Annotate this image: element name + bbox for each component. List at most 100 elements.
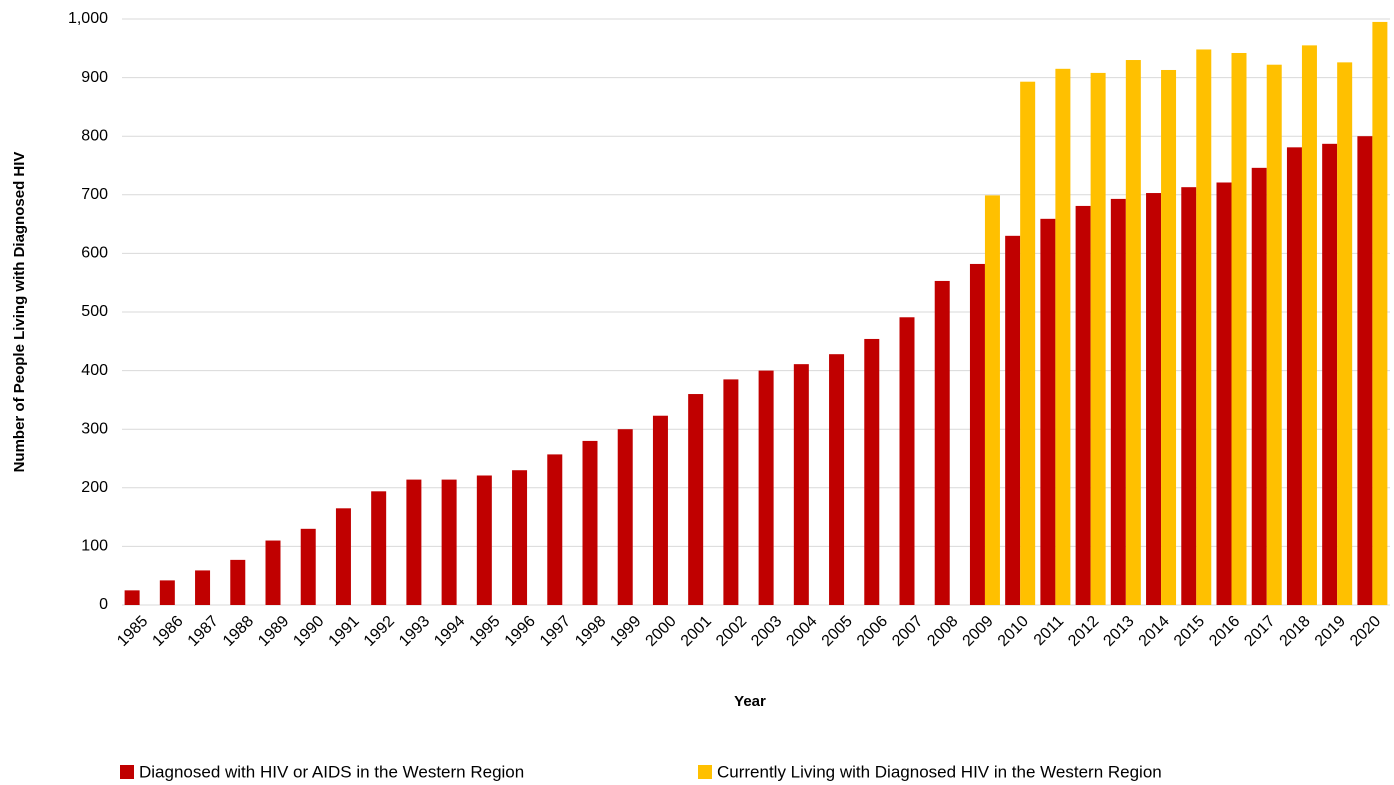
x-tick-label: 1991 — [326, 613, 363, 650]
x-tick-label: 2004 — [783, 613, 820, 650]
bar — [300, 528, 316, 605]
bar — [1251, 167, 1267, 605]
x-tick-label: 2009 — [960, 613, 997, 650]
x-tick-label: 1997 — [537, 613, 574, 650]
x-tick-label: 1995 — [466, 613, 503, 650]
y-tick-label: 400 — [81, 362, 108, 379]
bar — [723, 379, 739, 605]
x-tick-label: 2002 — [713, 613, 750, 650]
bar — [899, 317, 915, 605]
bar — [1125, 60, 1141, 605]
y-tick-label: 300 — [81, 420, 108, 437]
bar — [793, 364, 809, 605]
bar — [1181, 187, 1197, 605]
bar — [195, 570, 211, 605]
bar — [864, 338, 880, 605]
bar — [829, 354, 845, 605]
legend-swatch — [698, 765, 712, 779]
y-tick-label: 1,000 — [68, 10, 108, 27]
x-tick-label: 1988 — [220, 613, 257, 650]
x-tick-label: 2014 — [1136, 613, 1173, 650]
bar — [1040, 218, 1056, 606]
x-tick-label: 2008 — [924, 613, 961, 650]
bar — [265, 540, 281, 605]
x-tick-label: 1996 — [502, 613, 539, 650]
bar — [1090, 72, 1106, 606]
bar — [335, 508, 351, 605]
y-tick-label: 900 — [81, 69, 108, 86]
y-axis-title: Number of People Living with Diagnosed H… — [11, 152, 28, 473]
y-tick-label: 800 — [81, 127, 108, 144]
x-tick-label: 2000 — [643, 613, 680, 650]
y-tick-label: 600 — [81, 245, 108, 262]
bar — [1322, 143, 1338, 605]
x-tick-label: 2001 — [678, 613, 715, 650]
bar — [688, 394, 704, 605]
bar — [617, 429, 633, 605]
bar — [441, 479, 457, 605]
bar — [547, 454, 563, 605]
bar — [512, 470, 528, 605]
x-tick-label: 2020 — [1347, 613, 1384, 650]
y-tick-label: 0 — [99, 596, 108, 613]
x-tick-label: 2019 — [1312, 613, 1349, 650]
x-tick-label: 2007 — [889, 613, 926, 650]
bar — [969, 263, 985, 605]
x-tick-label: 2013 — [1100, 613, 1137, 650]
bar — [159, 580, 175, 605]
bar — [1020, 81, 1036, 605]
y-tick-label: 700 — [81, 186, 108, 203]
bar — [1357, 136, 1373, 605]
bar — [1216, 182, 1232, 605]
y-tick-label: 100 — [81, 538, 108, 555]
x-axis-title: Year — [734, 693, 766, 710]
bar — [1075, 205, 1091, 605]
x-tick-label: 2005 — [819, 613, 856, 650]
bar — [1196, 49, 1212, 606]
bar — [1231, 52, 1247, 606]
bar — [758, 370, 774, 605]
legend-swatch — [120, 765, 134, 779]
bar — [1286, 147, 1302, 606]
bar — [406, 479, 422, 605]
x-tick-label: 1992 — [361, 613, 398, 650]
x-tick-label: 1994 — [431, 613, 468, 650]
bar — [1110, 198, 1126, 606]
bar — [1055, 68, 1071, 605]
x-tick-label: 1987 — [185, 613, 222, 650]
legend-label: Currently Living with Diagnosed HIV in t… — [717, 762, 1162, 781]
bar — [934, 280, 950, 605]
x-tick-label: 2018 — [1277, 613, 1314, 650]
y-tick-label: 200 — [81, 479, 108, 496]
x-tick-label: 1998 — [572, 613, 609, 650]
bar — [582, 440, 598, 605]
legend-label: Diagnosed with HIV or AIDS in the Wester… — [139, 762, 524, 781]
x-tick-label: 1990 — [290, 613, 327, 650]
bar — [371, 491, 387, 605]
x-tick-label: 2006 — [854, 613, 891, 650]
x-tick-label: 1989 — [255, 613, 292, 650]
x-tick-label: 2011 — [1031, 613, 1067, 649]
bar — [1337, 62, 1353, 605]
x-tick-label: 2016 — [1206, 613, 1243, 650]
x-tick-label: 2012 — [1065, 613, 1102, 650]
bar — [124, 590, 140, 605]
bar — [652, 415, 668, 605]
bar — [1372, 21, 1388, 606]
bar — [1146, 193, 1162, 606]
bar — [476, 475, 492, 605]
x-tick-label: 2017 — [1241, 613, 1278, 650]
x-tick-label: 1993 — [396, 613, 433, 650]
bar — [1161, 69, 1177, 606]
x-tick-label: 2003 — [748, 613, 785, 650]
bar — [230, 559, 246, 605]
x-tick-label: 1985 — [114, 613, 151, 650]
y-tick-label: 500 — [81, 303, 108, 320]
x-tick-label: 2015 — [1171, 613, 1208, 650]
bar — [984, 195, 1000, 606]
bar — [1301, 45, 1317, 606]
x-tick-label: 1999 — [607, 613, 644, 650]
bar — [1266, 64, 1282, 605]
x-tick-label: 1986 — [149, 613, 186, 650]
